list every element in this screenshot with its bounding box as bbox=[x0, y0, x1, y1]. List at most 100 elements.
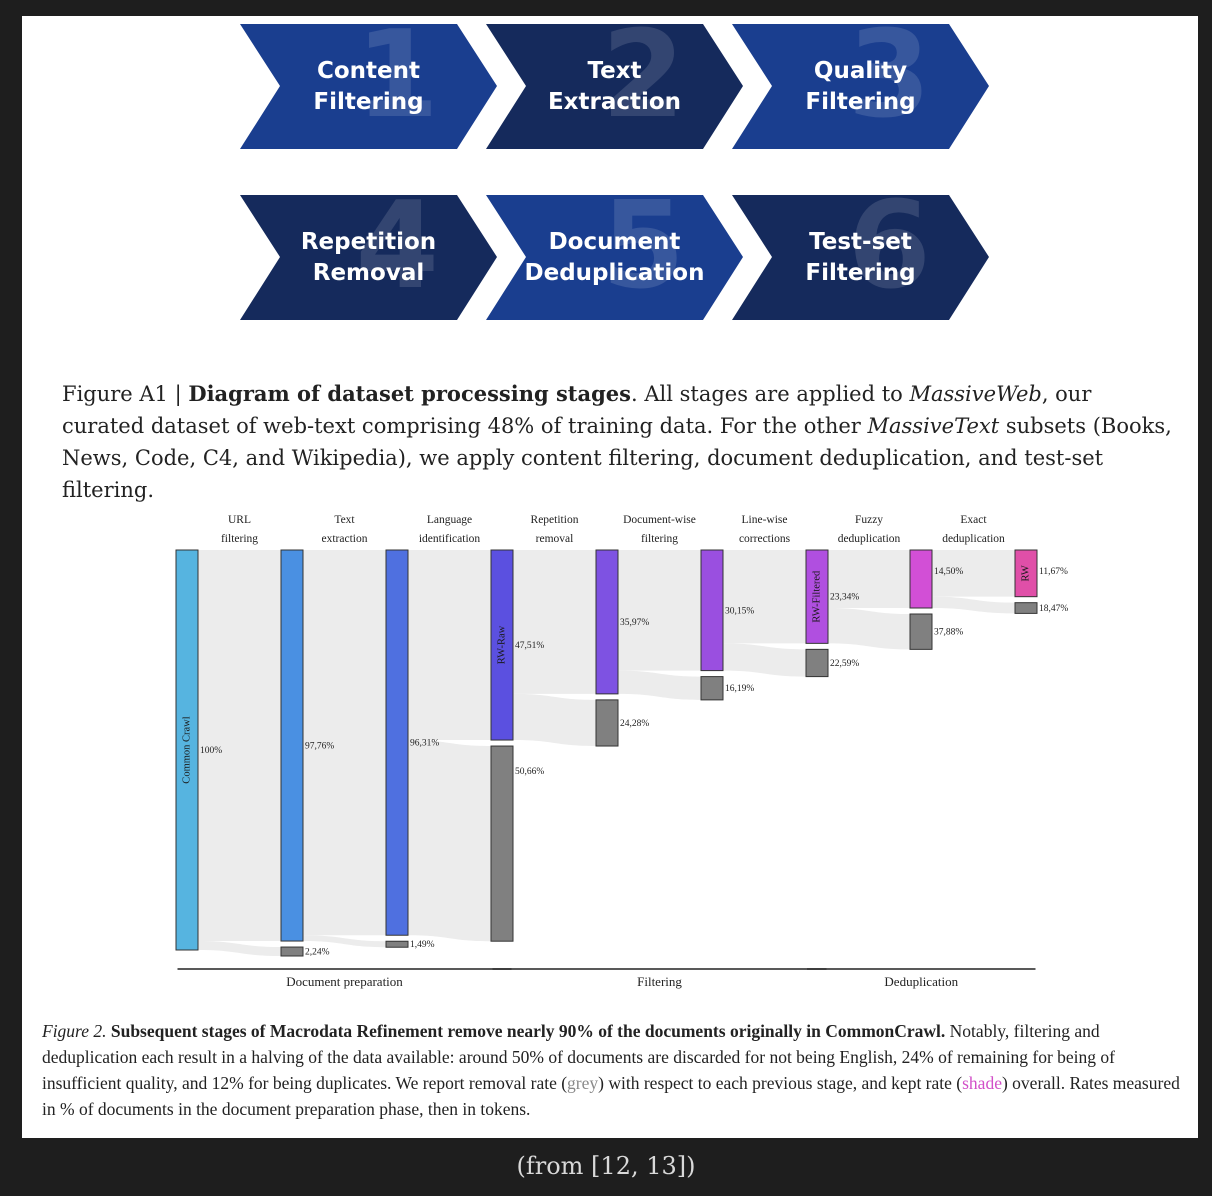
caption-text: Notably, filtering and deduplication eac… bbox=[42, 1021, 1115, 1093]
caption-italic: MassiveWeb bbox=[909, 382, 1042, 406]
removed-bar bbox=[280, 946, 304, 957]
stage-label-line1: Test-set bbox=[809, 228, 912, 255]
stage-label-line1: Content bbox=[316, 57, 421, 84]
chevron-shape bbox=[486, 195, 743, 320]
kept-rate-label: 96,31% bbox=[410, 739, 439, 749]
stage-header-line1: Text bbox=[334, 514, 355, 526]
grey-word: grey bbox=[567, 1073, 599, 1093]
stage-number: 2 bbox=[601, 6, 686, 145]
stage-number: 4 bbox=[355, 177, 440, 316]
stage-header-line2: removal bbox=[536, 533, 574, 545]
kept-bar bbox=[175, 549, 199, 951]
stage-header-line1: URL bbox=[228, 514, 251, 526]
kept-rate-label: 35,97% bbox=[620, 618, 649, 628]
kept-flow bbox=[198, 550, 281, 942]
removed-bar bbox=[805, 648, 829, 678]
chevron-shape bbox=[732, 24, 989, 149]
removed-flow bbox=[408, 740, 491, 942]
stage-chevron-3: 3 Quality Filtering bbox=[732, 16, 989, 149]
stage-header-line2: deduplication bbox=[942, 533, 1005, 545]
stage-header-line1: Exact bbox=[960, 514, 987, 526]
stage-chevron-2: 2 Text Extraction bbox=[486, 16, 743, 149]
caption-text: subsets (Books, News, Code, C4, and Wiki… bbox=[62, 414, 1172, 502]
caption-label: Figure A1 | bbox=[62, 382, 189, 406]
stage-chevron-6: 6 Test-set Filtering bbox=[732, 187, 989, 320]
shade-word: shade bbox=[962, 1073, 1002, 1093]
stage-chevron-5: 5 Document Deduplication bbox=[486, 187, 743, 320]
phase-label: Deduplication bbox=[884, 974, 958, 989]
source-note: (from [12, 13]) bbox=[516, 1152, 696, 1180]
kept-flow bbox=[408, 550, 491, 741]
caption-text: ) overall. Rates measured in % of docume… bbox=[42, 1073, 1180, 1119]
kept-flow bbox=[932, 550, 1015, 597]
figure-a1-caption: Figure A1 | Diagram of dataset processin… bbox=[62, 378, 1172, 506]
kept-bar bbox=[490, 549, 514, 741]
removed-flow bbox=[618, 670, 701, 700]
stage-label-line1: Quality bbox=[813, 57, 908, 84]
removal-rate-label: 16,19% bbox=[725, 684, 754, 694]
removal-rate-label: 50,66% bbox=[515, 767, 544, 777]
kept-flow bbox=[723, 550, 806, 644]
removed-flow bbox=[723, 643, 806, 677]
removed-flow bbox=[828, 608, 910, 650]
stage-dataset-name: RW bbox=[1020, 565, 1031, 581]
stage-number: 1 bbox=[355, 6, 440, 145]
stage-header-line2: identification bbox=[419, 533, 481, 545]
stage-label-line2: Extraction bbox=[547, 88, 682, 115]
kept-bar bbox=[385, 549, 409, 936]
removed-bar bbox=[385, 940, 409, 948]
chevron-shape bbox=[240, 195, 497, 320]
kept-rate-label: 11,67% bbox=[1039, 567, 1068, 577]
stage-label-line2: Filtering bbox=[805, 259, 916, 286]
stage-label-line2: Deduplication bbox=[524, 259, 705, 286]
chevron-shape bbox=[486, 24, 743, 149]
kept-bar bbox=[280, 549, 304, 942]
kept-flow bbox=[513, 550, 596, 694]
stage-label-line1: Text bbox=[587, 57, 642, 84]
stage-dataset-name: RW-Raw bbox=[496, 625, 507, 664]
stage-label-line1: Repetition bbox=[300, 228, 437, 255]
caption-title: Diagram of dataset processing stages bbox=[188, 381, 631, 406]
kept-flow bbox=[828, 550, 910, 608]
stage-chevron-4: 4 Repetition Removal bbox=[240, 187, 497, 320]
stage-number: 5 bbox=[601, 177, 686, 316]
removed-flow bbox=[303, 935, 386, 948]
caption-title: Subsequent stages of Macrodata Refinemen… bbox=[110, 1021, 946, 1041]
stage-label-line1: Document bbox=[548, 228, 681, 255]
kept-bar bbox=[909, 549, 933, 609]
kept-rate-label: 14,50% bbox=[934, 567, 963, 577]
removed-flow bbox=[198, 941, 281, 956]
stage-dataset-name: RW-Filtered bbox=[811, 570, 822, 623]
stage-label-line2: Removal bbox=[312, 259, 425, 286]
removal-rate-label: 24,28% bbox=[620, 719, 649, 729]
removal-rate-label: 2,24% bbox=[305, 948, 330, 958]
phase-label: Filtering bbox=[637, 974, 682, 989]
sankey-chart: 100% Common Crawl 97,76% 96,31% 47,51% RW-Raw… bbox=[175, 514, 1068, 989]
kept-flow bbox=[303, 550, 386, 936]
stage-header-line2: filtering bbox=[221, 533, 258, 545]
stage-dataset-name: Common Crawl bbox=[181, 716, 192, 783]
removal-rate-label: 22,59% bbox=[830, 659, 859, 669]
removed-bar bbox=[700, 676, 724, 701]
kept-bar bbox=[1014, 549, 1038, 598]
removal-rate-label: 37,88% bbox=[934, 628, 963, 638]
stage-chevron-1: 1 Content Filtering bbox=[240, 16, 497, 149]
stage-header-line2: corrections bbox=[739, 533, 791, 545]
removed-bar bbox=[595, 699, 619, 747]
stage-header-line2: extraction bbox=[322, 533, 368, 545]
stage-header-line1: Line-wise bbox=[742, 514, 788, 526]
caption-text: . All stages are applied to bbox=[630, 382, 910, 406]
figure-panel: 1 Content Filtering 2 Text Extraction 3 Qu… bbox=[22, 16, 1198, 1138]
stage-number: 6 bbox=[847, 177, 932, 316]
stage-header-line2: deduplication bbox=[838, 533, 901, 545]
kept-bar bbox=[700, 549, 724, 672]
kept-rate-label: 23,34% bbox=[830, 593, 859, 603]
kept-bar bbox=[805, 549, 829, 644]
kept-bar bbox=[595, 549, 619, 695]
stage-number: 3 bbox=[847, 6, 932, 145]
chevron-shape bbox=[240, 24, 497, 149]
removed-bar bbox=[1014, 602, 1038, 614]
stage-label-line2: Filtering bbox=[805, 88, 916, 115]
removed-flow bbox=[932, 596, 1015, 614]
kept-rate-label: 97,76% bbox=[305, 742, 334, 752]
